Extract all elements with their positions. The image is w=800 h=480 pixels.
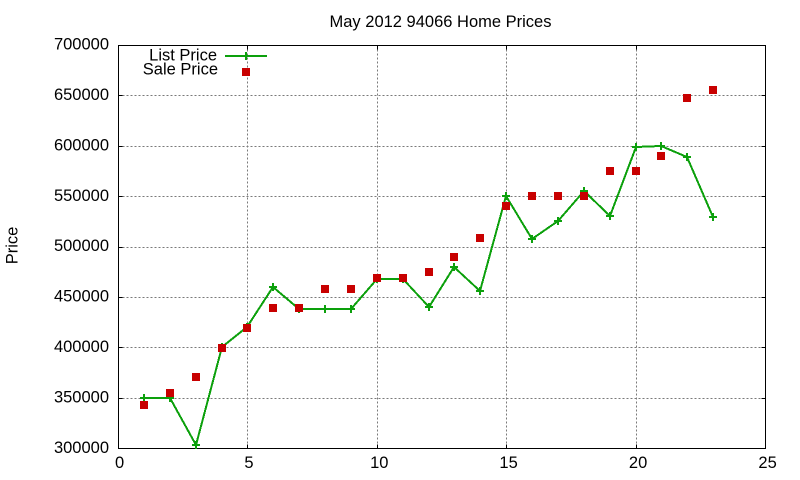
svg-text:Sale Price: Sale Price (143, 60, 218, 78)
svg-text:650000: 650000 (54, 86, 109, 104)
svg-text:400000: 400000 (54, 338, 109, 356)
svg-text:List Price: List Price (149, 46, 217, 64)
svg-text:700000: 700000 (54, 36, 109, 54)
svg-text:20: 20 (629, 454, 647, 472)
svg-text:Price: Price (4, 227, 22, 265)
svg-text:300000: 300000 (54, 439, 109, 457)
svg-text:550000: 550000 (54, 187, 109, 205)
svg-text:0: 0 (115, 454, 124, 472)
svg-text:15: 15 (499, 454, 517, 472)
svg-text:600000: 600000 (54, 136, 109, 154)
svg-text:25: 25 (758, 454, 776, 472)
svg-text:450000: 450000 (54, 288, 109, 306)
svg-text:May 2012 94066 Home Prices: May 2012 94066 Home Prices (330, 13, 552, 31)
svg-text:10: 10 (370, 454, 388, 472)
svg-text:5: 5 (244, 454, 253, 472)
svg-text:500000: 500000 (54, 237, 109, 255)
svg-text:350000: 350000 (54, 389, 109, 407)
